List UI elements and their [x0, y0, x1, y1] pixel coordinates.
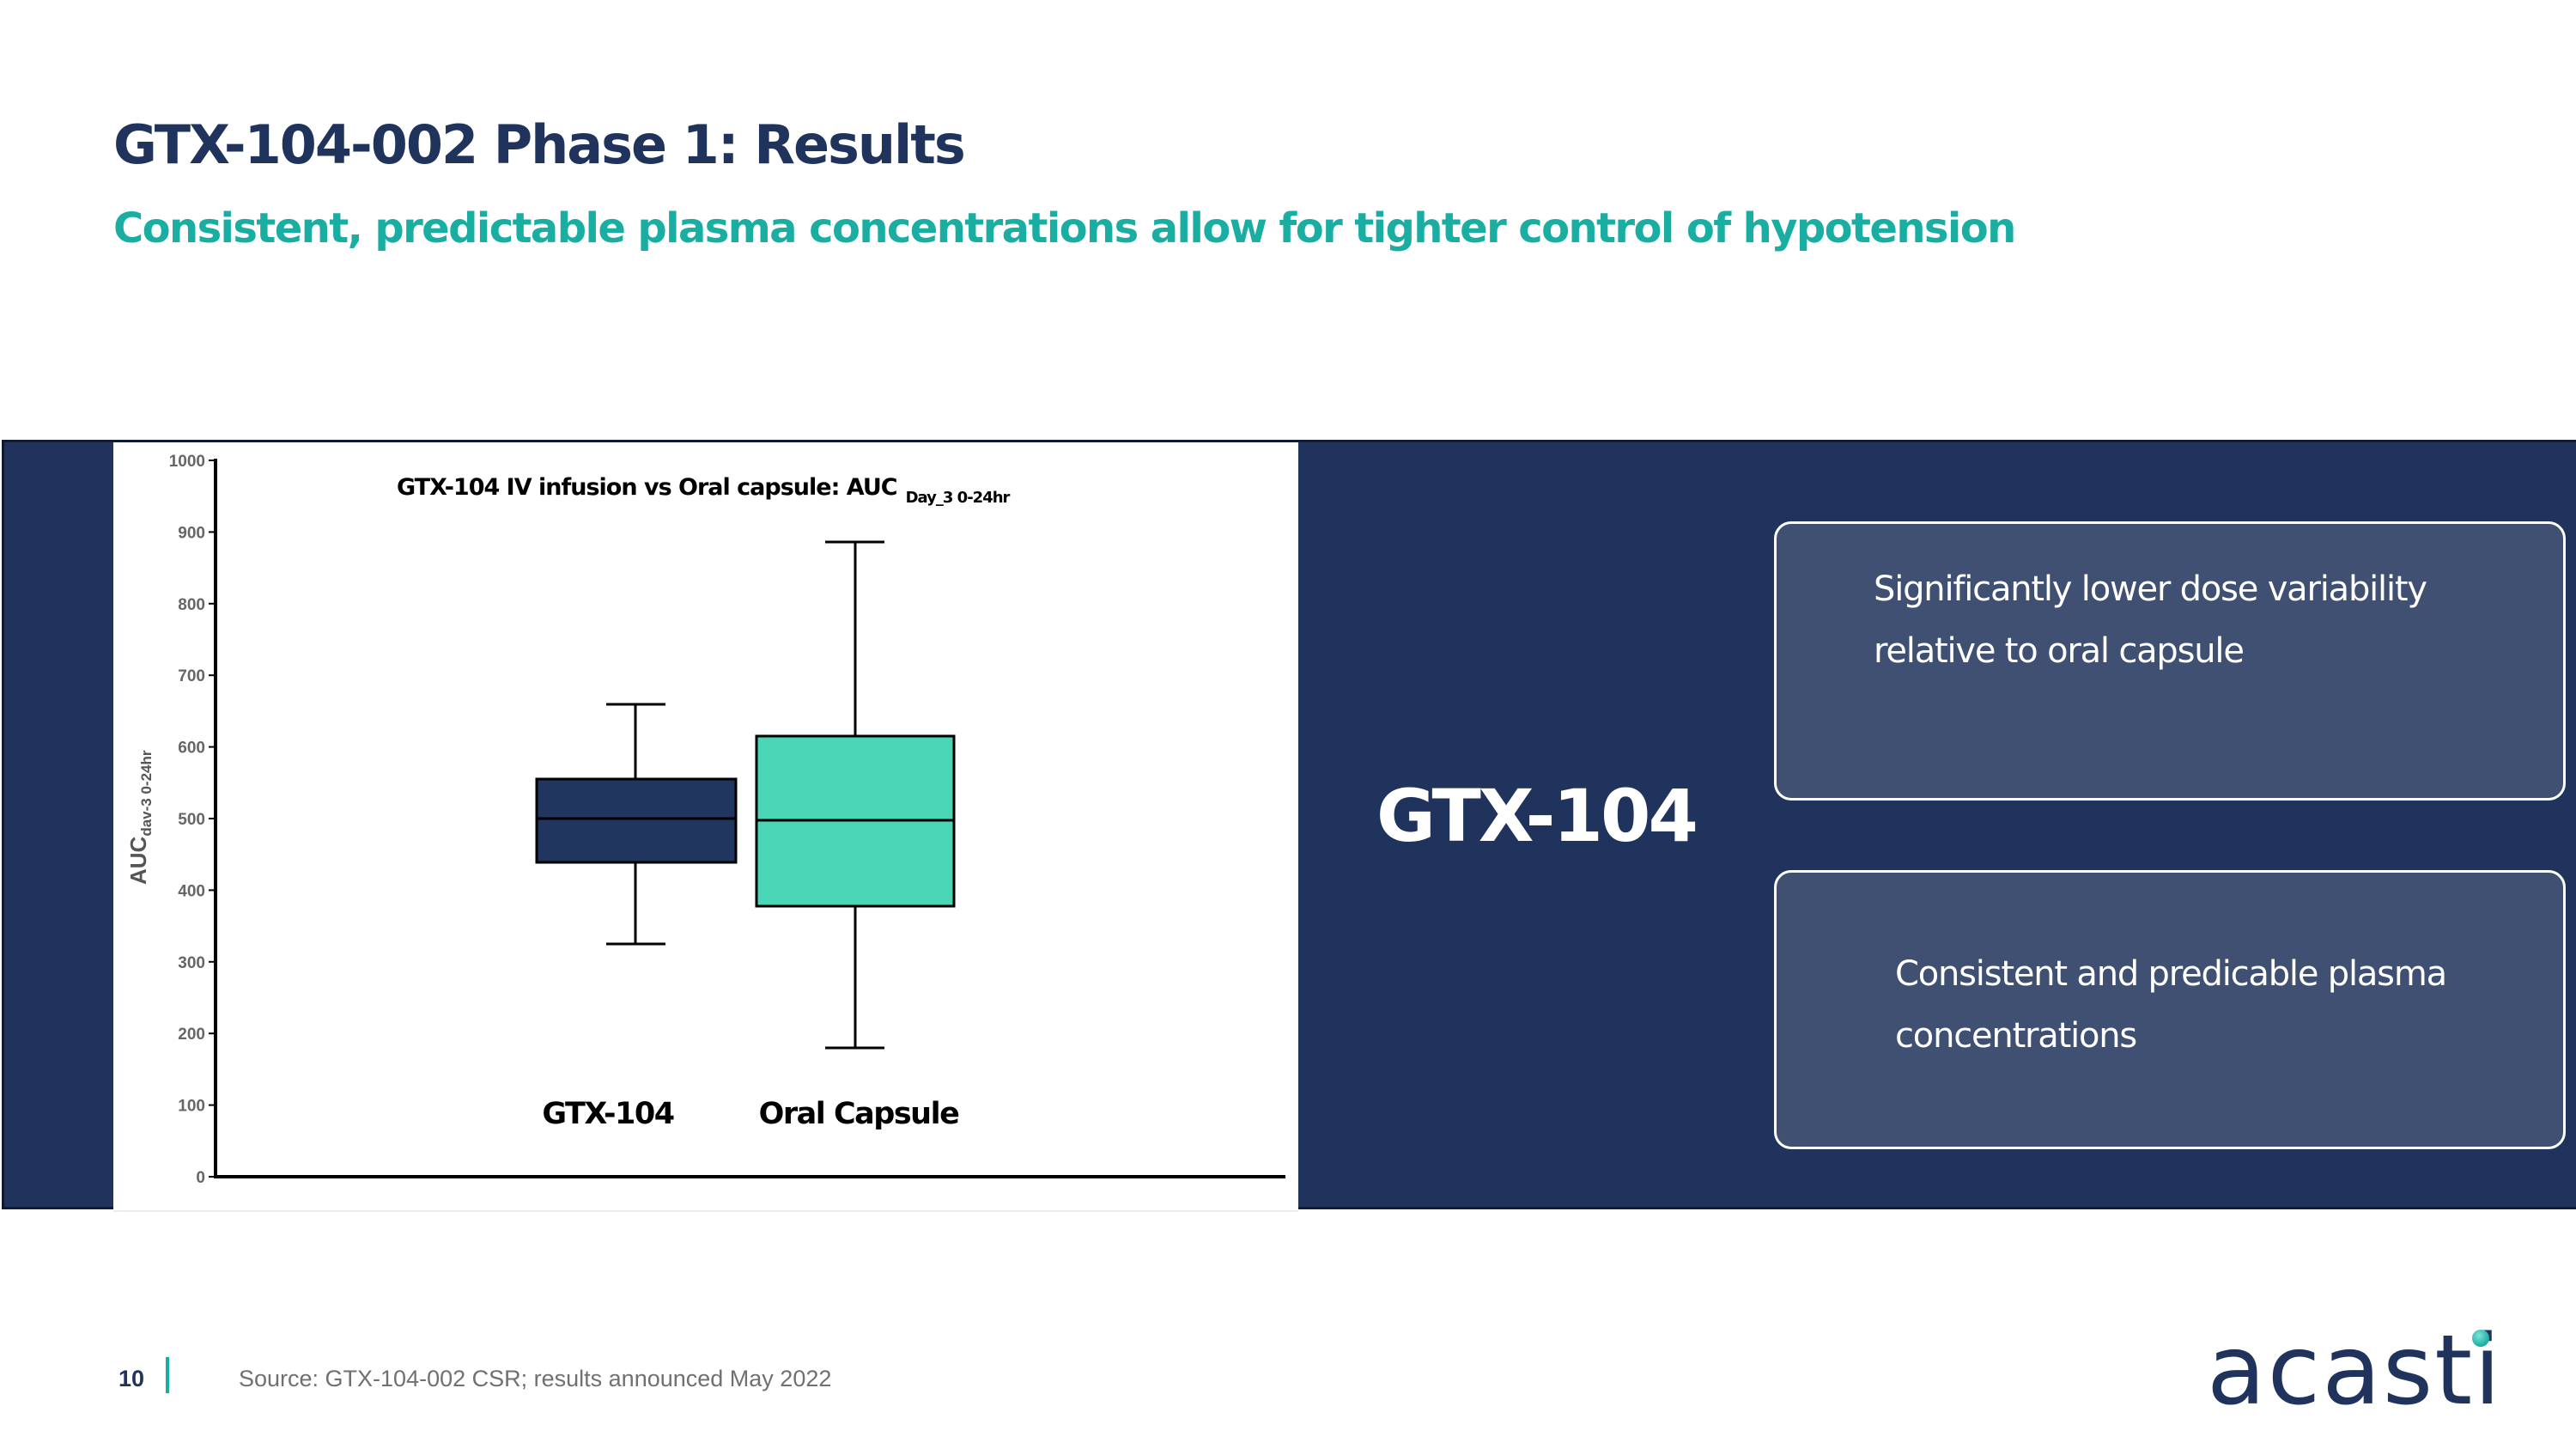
ytick-label: 1000: [169, 453, 205, 471]
chart-panel: 0 100 200 300 400 500 600 700 800 900 10…: [113, 442, 1298, 1212]
callout-card-consistency: Consistent and predicable plasma concent…: [1774, 870, 2566, 1149]
box-oral-capsule: [755, 540, 956, 1050]
logo-wordmark: acasti: [2207, 1315, 2503, 1427]
ytick-label: 800: [178, 596, 205, 614]
ytick-label: 0: [196, 1169, 205, 1187]
product-label: GTX-104: [1376, 774, 1698, 858]
box-gtx-104: [535, 703, 738, 946]
ytick-label: 900: [178, 524, 205, 542]
ytick-label: 600: [178, 740, 205, 758]
ytick-label: 500: [178, 811, 205, 829]
ytick-label: 100: [178, 1098, 205, 1116]
ytick-label: 700: [178, 667, 205, 685]
y-axis-title: AUCdav-3 0-24hr: [125, 750, 155, 885]
footer-divider: [166, 1357, 169, 1393]
chart-title: GTX-104 IV infusion vs Oral capsule: AUC…: [397, 474, 1011, 507]
page-title: GTX-104-002 Phase 1: Results: [113, 113, 966, 176]
page-number: 10: [118, 1366, 145, 1391]
callout-card-variability: Significantly lower dose variability rel…: [1774, 521, 2566, 801]
callout-text: Consistent and predicable plasma concent…: [1895, 954, 2447, 1056]
category-label-gtx-104: GTX-104: [542, 1097, 673, 1131]
ytick-label: 400: [178, 882, 205, 900]
y-ticks: 0 100 200 300 400 500 600 700 800 900 10…: [169, 453, 216, 1187]
callout-text: Significantly lower dose variability rel…: [1874, 569, 2427, 671]
ytick-label: 300: [178, 954, 205, 972]
ytick-label: 200: [178, 1026, 205, 1044]
page-subtitle: Consistent, predictable plasma concentra…: [113, 204, 2016, 253]
logo-dot-icon: [2472, 1330, 2489, 1347]
box-plot: 0 100 200 300 400 500 600 700 800 900 10…: [125, 453, 1285, 1187]
acasti-logo: acasti: [2207, 1315, 2503, 1427]
category-label-oral-capsule: Oral Capsule: [759, 1097, 959, 1131]
source-note: Source: GTX-104-002 CSR; results announc…: [239, 1366, 832, 1391]
